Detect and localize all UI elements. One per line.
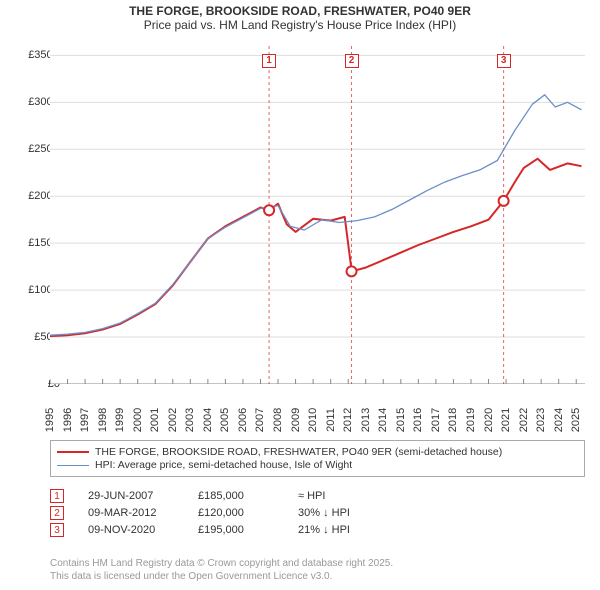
annotation-number: 1 — [50, 489, 64, 503]
footer-line1: Contains HM Land Registry data © Crown c… — [50, 558, 585, 571]
x-tick-label: 2016 — [412, 408, 424, 432]
chart-container: THE FORGE, BROOKSIDE ROAD, FRESHWATER, P… — [0, 0, 600, 590]
annotation-row: 3 09-NOV-2020 £195,000 21% ↓ HPI — [50, 523, 585, 537]
legend-swatch — [57, 465, 89, 466]
annotation-row: 1 29-JUN-2007 £185,000 ≈ HPI — [50, 489, 585, 503]
x-tick-label: 2023 — [535, 408, 547, 432]
footer-line2: This data is licensed under the Open Gov… — [50, 571, 585, 584]
x-tick-label: 1999 — [114, 408, 126, 432]
legend-item: THE FORGE, BROOKSIDE ROAD, FRESHWATER, P… — [57, 446, 578, 458]
x-tick-label: 1996 — [62, 408, 74, 432]
annotation-price: £120,000 — [198, 507, 278, 519]
annotation-date: 29-JUN-2007 — [88, 490, 178, 502]
x-tick-label: 2003 — [184, 408, 196, 432]
legend: THE FORGE, BROOKSIDE ROAD, FRESHWATER, P… — [50, 440, 585, 477]
x-tick-label: 2024 — [553, 408, 565, 432]
plot-svg — [50, 46, 585, 384]
x-tick-label: 2012 — [342, 408, 354, 432]
x-tick-label: 2018 — [447, 408, 459, 432]
annotation-number: 3 — [50, 523, 64, 537]
x-tick-label: 1995 — [44, 408, 56, 432]
x-tick-label: 1998 — [97, 408, 109, 432]
x-tick-label: 2006 — [237, 408, 249, 432]
x-tick-label: 2002 — [167, 408, 179, 432]
x-tick-label: 2022 — [518, 408, 530, 432]
legend-label: HPI: Average price, semi-detached house,… — [95, 459, 352, 471]
x-tick-label: 2013 — [360, 408, 372, 432]
sale-marker-badge: 3 — [497, 54, 511, 68]
title-block: THE FORGE, BROOKSIDE ROAD, FRESHWATER, P… — [0, 0, 600, 34]
x-tick-label: 2025 — [570, 408, 582, 432]
annotation-relation: 30% ↓ HPI — [298, 507, 388, 519]
x-tick-label: 2015 — [395, 408, 407, 432]
x-tick-label: 2000 — [132, 408, 144, 432]
legend-item: HPI: Average price, semi-detached house,… — [57, 459, 578, 471]
annotation-relation: 21% ↓ HPI — [298, 524, 388, 536]
x-tick-label: 1997 — [79, 408, 91, 432]
annotation-number: 2 — [50, 506, 64, 520]
x-tick-label: 2008 — [272, 408, 284, 432]
x-tick-label: 2017 — [430, 408, 442, 432]
legend-swatch — [57, 451, 89, 453]
plot-area: 1 2 3 — [50, 46, 585, 384]
title-line1: THE FORGE, BROOKSIDE ROAD, FRESHWATER, P… — [0, 4, 600, 18]
annotation-row: 2 09-MAR-2012 £120,000 30% ↓ HPI — [50, 506, 585, 520]
x-tick-label: 2001 — [149, 408, 161, 432]
series-hpi — [50, 95, 582, 335]
annotation-date: 09-MAR-2012 — [88, 507, 178, 519]
x-tick-label: 2009 — [290, 408, 302, 432]
x-tick-label: 2019 — [465, 408, 477, 432]
x-tick-label: 2005 — [219, 408, 231, 432]
annotation-relation: ≈ HPI — [298, 490, 388, 502]
footer: Contains HM Land Registry data © Crown c… — [50, 558, 585, 583]
annotation-table: 1 29-JUN-2007 £185,000 ≈ HPI 2 09-MAR-2012 £12… — [50, 486, 585, 540]
x-tick-label: 2014 — [377, 408, 389, 432]
legend-label: THE FORGE, BROOKSIDE ROAD, FRESHWATER, P… — [95, 446, 502, 458]
sale-marker-badge: 1 — [262, 54, 276, 68]
annotation-date: 09-NOV-2020 — [88, 524, 178, 536]
x-axis-labels: 1995199619971998199920002001200220032004… — [50, 388, 585, 438]
sale-marker-badge: 2 — [345, 54, 359, 68]
x-tick-label: 2011 — [325, 408, 337, 432]
annotation-price: £185,000 — [198, 490, 278, 502]
x-tick-label: 2020 — [483, 408, 495, 432]
x-tick-label: 2007 — [254, 408, 266, 432]
series-price_paid — [50, 159, 582, 336]
title-line2: Price paid vs. HM Land Registry's House … — [0, 18, 600, 32]
annotation-price: £195,000 — [198, 524, 278, 536]
x-tick-label: 2021 — [500, 408, 512, 432]
x-tick-label: 2010 — [307, 408, 319, 432]
x-tick-label: 2004 — [202, 408, 214, 432]
